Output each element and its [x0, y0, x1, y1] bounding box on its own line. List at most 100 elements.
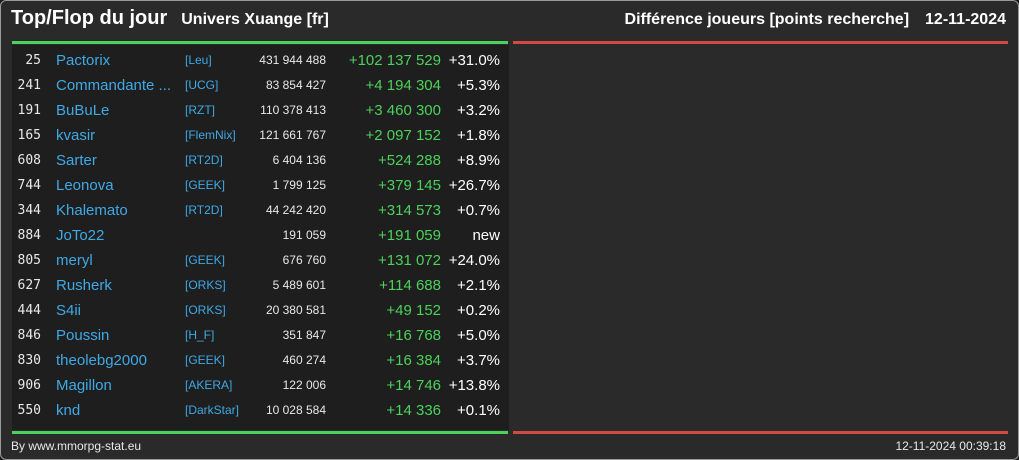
player-points: 6 404 136 [272, 153, 326, 167]
alliance-tag-link[interactable]: [FlemNix] [185, 128, 236, 142]
player-name-link[interactable]: Rusherk [56, 277, 112, 294]
percent-change: +8.9% [457, 152, 500, 169]
player-rank: 744 [17, 178, 41, 193]
alliance-tag-link[interactable]: [DarkStar] [185, 403, 240, 417]
player-points: 44 242 420 [265, 203, 326, 217]
player-rank: 550 [17, 403, 41, 418]
player-points: 676 760 [282, 253, 326, 267]
player-name-link[interactable]: Poussin [56, 327, 110, 344]
player-rank: 906 [17, 378, 41, 393]
table-row: 444 S4ii [ORKS] 20 380 581 +49 152 +0.2% [12, 298, 509, 323]
top-gainers-list: 25 Pactorix [Leu] 431 944 488 +102 137 529 +3… [12, 45, 509, 430]
table-row: 906 Magillon [AKERA] 122 006 +14 746 +13.8% [12, 373, 509, 398]
player-rank: 241 [17, 78, 41, 93]
points-difference: +524 288 [378, 152, 441, 169]
player-points: 20 380 581 [265, 303, 326, 317]
player-name-link[interactable]: theolebg2000 [56, 352, 147, 369]
table-row: 241 Commandante ... [UCG] 83 854 427 +4 194 … [12, 73, 509, 98]
player-points: 5 489 601 [272, 278, 326, 292]
player-points: 110 378 413 [260, 103, 326, 117]
player-rank: 884 [17, 228, 41, 243]
player-rank: 627 [17, 278, 41, 293]
player-name-link[interactable]: Sarter [56, 152, 97, 169]
metric-label: Différence joueurs [points recherche] [624, 11, 910, 28]
percent-change: +0.1% [457, 402, 500, 419]
points-difference: +14 746 [386, 377, 441, 394]
percent-change: +5.0% [457, 327, 500, 344]
player-rank: 608 [17, 153, 41, 168]
player-name-link[interactable]: knd [56, 402, 81, 419]
points-difference: +16 384 [386, 352, 441, 369]
player-rank: 165 [17, 128, 41, 143]
table-row: 884 JoTo22 191 059 +191 059 new [12, 223, 509, 248]
alliance-tag-link[interactable]: [GEEK] [185, 178, 226, 192]
percent-change: +3.7% [457, 352, 500, 369]
points-difference: +379 145 [378, 177, 441, 194]
page-title: Top/Flop du jour [11, 7, 168, 29]
player-name-link[interactable]: Leonova [56, 177, 114, 194]
player-name-link[interactable]: kvasir [56, 127, 96, 144]
alliance-tag-link[interactable]: [GEEK] [185, 253, 226, 267]
table-row: 830 theolebg2000 [GEEK] 460 274 +16 384 +3.7% [12, 348, 509, 373]
percent-change: +13.8% [448, 377, 500, 394]
top-losers-list [513, 45, 1008, 430]
percent-change: new [472, 227, 500, 244]
table-row: 165 kvasir [FlemNix] 121 661 767 +2 097 152 +… [12, 123, 509, 148]
player-rank: 191 [17, 103, 41, 118]
player-name-link[interactable]: Commandante ... [56, 77, 172, 94]
points-difference: +114 688 [379, 277, 441, 294]
header-right: Différence joueurs [points recherche] 12… [625, 11, 1006, 29]
player-name-link[interactable]: meryl [56, 252, 93, 269]
player-points: 460 274 [282, 353, 326, 367]
player-name-link[interactable]: BuBuLe [56, 102, 110, 119]
points-difference: +4 194 304 [365, 77, 442, 94]
player-name-link[interactable]: Khalemato [56, 202, 128, 219]
alliance-tag-link[interactable]: [RZT] [185, 103, 215, 117]
generated-timestamp: 12-11-2024 00:39:18 [895, 439, 1006, 453]
player-rank: 344 [17, 203, 41, 218]
alliance-tag-link[interactable]: [ORKS] [185, 303, 226, 317]
server-name: Univers Xuange [fr] [181, 11, 329, 28]
alliance-tag-link[interactable]: [RT2D] [185, 153, 223, 167]
percent-change: +26.7% [448, 177, 500, 194]
percent-change: +1.8% [457, 127, 500, 144]
alliance-tag-link[interactable]: [GEEK] [185, 353, 226, 367]
player-points: 351 847 [282, 328, 326, 342]
player-rank: 444 [17, 303, 41, 318]
player-name-link[interactable]: JoTo22 [56, 227, 105, 244]
player-rank: 25 [25, 53, 41, 68]
bottom-gainers-divider [12, 431, 508, 434]
percent-change: +0.7% [457, 202, 500, 219]
alliance-tag-link[interactable]: [UCG] [185, 78, 219, 92]
points-difference: +16 768 [386, 327, 441, 344]
player-points: 121 661 767 [259, 128, 326, 142]
player-name-link[interactable]: Pactorix [56, 52, 111, 69]
header-left: Top/Flop du jour Univers Xuange [fr] [11, 7, 329, 30]
points-difference: +314 573 [378, 202, 441, 219]
table-row: 550 knd [DarkStar] 10 028 584 +14 336 +0.1% [12, 398, 509, 423]
points-difference: +191 059 [378, 227, 441, 244]
player-points: 191 059 [282, 228, 326, 242]
player-rank: 805 [17, 253, 41, 268]
table-row: 191 BuBuLe [RZT] 110 378 413 +3 460 300 +3.2% [12, 98, 509, 123]
percent-change: +31.0% [448, 52, 500, 69]
table-row: 805 meryl [GEEK] 676 760 +131 072 +24.0% [12, 248, 509, 273]
percent-change: +5.3% [457, 77, 500, 94]
player-name-link[interactable]: Magillon [56, 377, 112, 394]
points-difference: +3 460 300 [365, 102, 442, 119]
table-row: 846 Poussin [H_F] 351 847 +16 768 +5.0% [12, 323, 509, 348]
percent-change: +2.1% [457, 277, 500, 294]
alliance-tag-link[interactable]: [Leu] [185, 53, 212, 67]
alliance-tag-link[interactable]: [H_F] [185, 328, 215, 342]
player-points: 431 944 488 [259, 53, 326, 67]
alliance-tag-link[interactable]: [ORKS] [185, 278, 226, 292]
table-row: 344 Khalemato [RT2D] 44 242 420 +314 573 +0.7… [12, 198, 509, 223]
alliance-tag-link[interactable]: [AKERA] [185, 378, 233, 392]
alliance-tag-link[interactable]: [RT2D] [185, 203, 223, 217]
points-difference: +14 336 [386, 402, 441, 419]
player-name-link[interactable]: S4ii [56, 302, 82, 319]
bottom-losers-divider [513, 431, 1008, 434]
percent-change: +24.0% [448, 252, 500, 269]
table-row: 25 Pactorix [Leu] 431 944 488 +102 137 529 +3… [12, 48, 509, 73]
